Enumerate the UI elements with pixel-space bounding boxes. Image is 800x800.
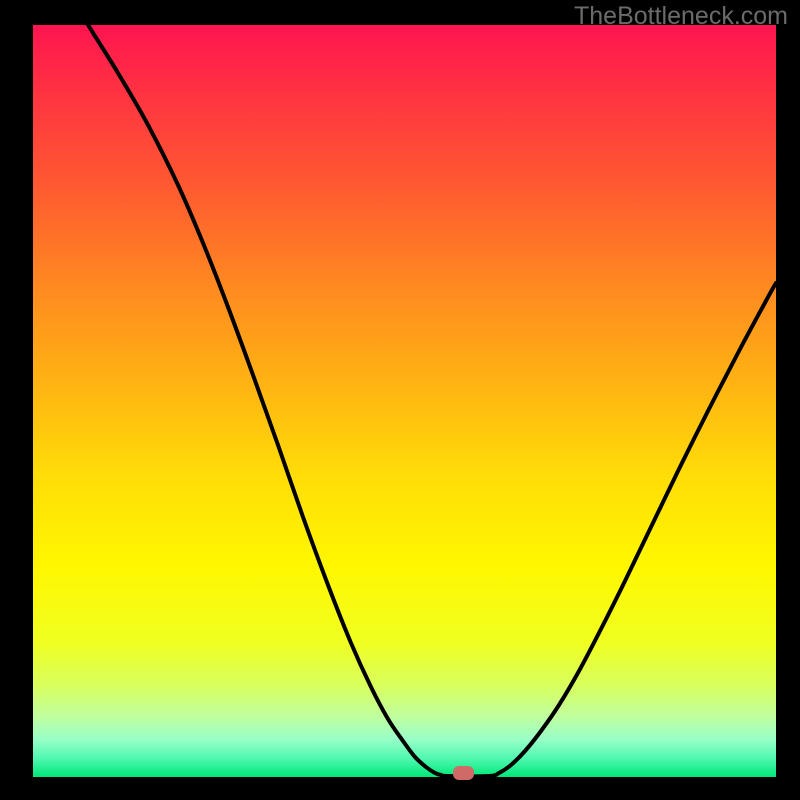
optimum-marker <box>453 766 474 780</box>
chart-frame: TheBottleneck.com <box>0 0 800 800</box>
bottleneck-curve <box>0 0 800 800</box>
watermark-text: TheBottleneck.com <box>574 2 788 31</box>
